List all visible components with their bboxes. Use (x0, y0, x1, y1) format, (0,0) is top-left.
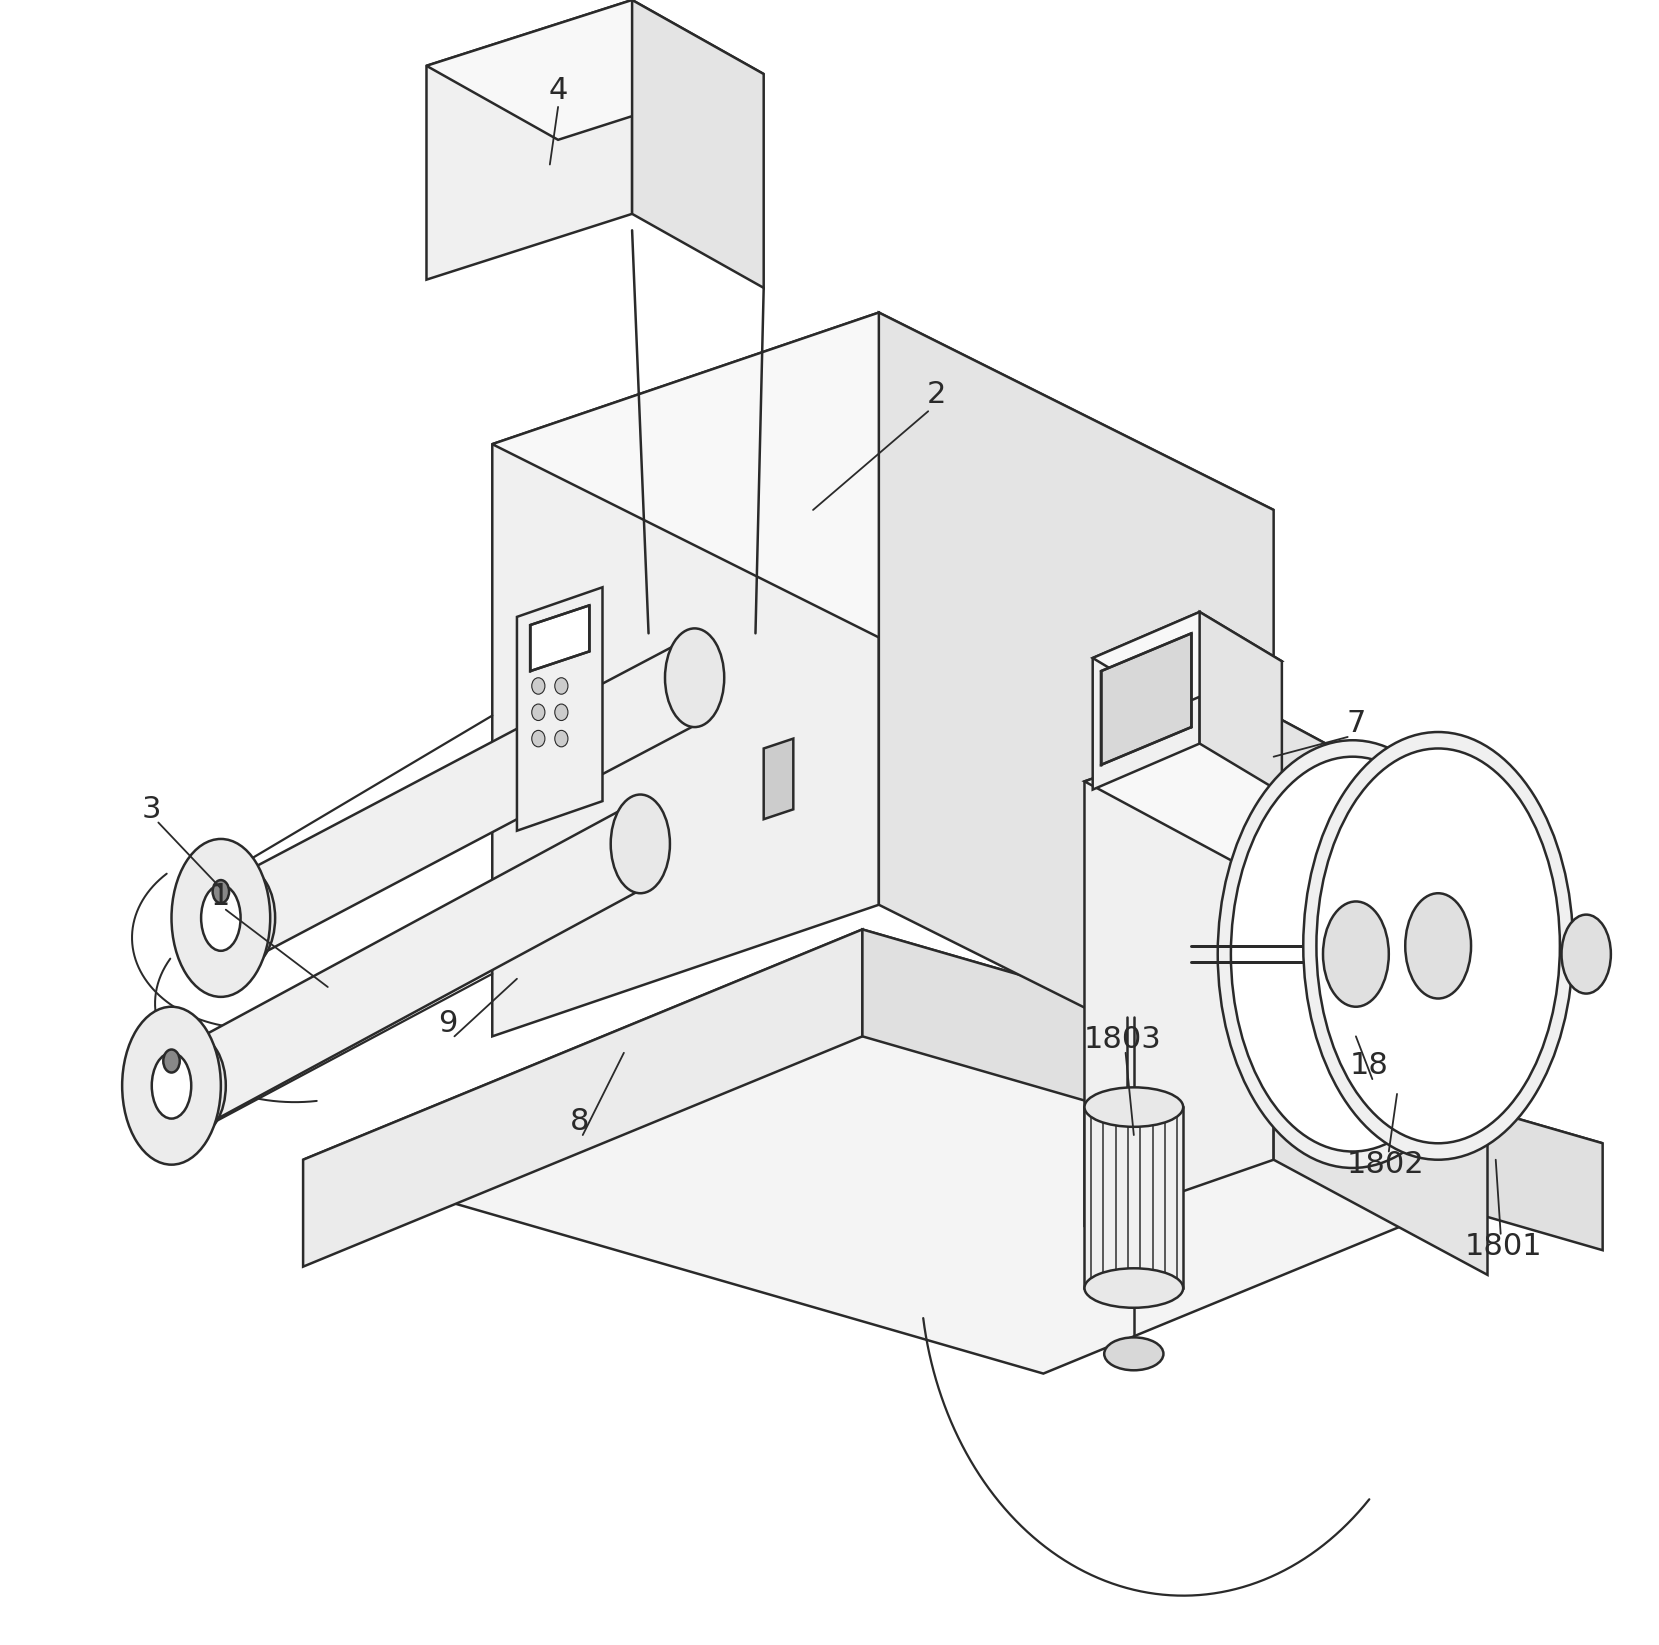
Ellipse shape (1561, 915, 1611, 994)
Ellipse shape (163, 1050, 179, 1073)
Ellipse shape (151, 1053, 191, 1119)
Polygon shape (196, 798, 644, 1130)
Text: 1803: 1803 (1083, 1025, 1161, 1054)
Text: 9: 9 (438, 1008, 458, 1038)
Ellipse shape (554, 704, 567, 721)
Ellipse shape (212, 880, 229, 903)
Ellipse shape (533, 678, 544, 694)
Text: 7: 7 (1345, 709, 1365, 739)
Polygon shape (1199, 612, 1282, 793)
Polygon shape (1085, 1107, 1183, 1288)
Ellipse shape (201, 885, 241, 951)
Text: 4: 4 (549, 76, 567, 105)
Polygon shape (518, 587, 602, 831)
Polygon shape (246, 633, 698, 962)
Polygon shape (763, 739, 793, 819)
Ellipse shape (554, 678, 567, 694)
Polygon shape (493, 313, 879, 1036)
Polygon shape (1085, 716, 1274, 1226)
Text: 2: 2 (927, 380, 946, 410)
Ellipse shape (1322, 901, 1389, 1007)
Polygon shape (493, 313, 1274, 642)
Polygon shape (1085, 716, 1488, 897)
Ellipse shape (1317, 748, 1559, 1143)
Polygon shape (1102, 633, 1191, 765)
Polygon shape (863, 929, 1603, 1250)
Polygon shape (531, 605, 589, 671)
Text: 18: 18 (1350, 1051, 1389, 1081)
Ellipse shape (166, 1036, 226, 1135)
Ellipse shape (171, 839, 270, 997)
Ellipse shape (216, 869, 275, 967)
Ellipse shape (1218, 740, 1488, 1168)
Text: 1: 1 (211, 882, 231, 911)
Polygon shape (426, 0, 763, 140)
Ellipse shape (1085, 1268, 1183, 1308)
Ellipse shape (1405, 893, 1472, 999)
Polygon shape (1093, 612, 1282, 707)
Ellipse shape (533, 704, 544, 721)
Polygon shape (426, 0, 632, 280)
Ellipse shape (554, 730, 567, 747)
Polygon shape (632, 0, 763, 288)
Polygon shape (304, 929, 863, 1267)
Text: 1801: 1801 (1465, 1232, 1543, 1262)
Ellipse shape (123, 1007, 221, 1165)
Ellipse shape (665, 628, 725, 727)
Text: 1802: 1802 (1347, 1150, 1425, 1179)
Ellipse shape (1085, 1087, 1183, 1127)
Polygon shape (879, 313, 1274, 1102)
Polygon shape (304, 929, 1603, 1374)
Text: 3: 3 (143, 795, 161, 824)
Ellipse shape (1105, 1337, 1163, 1370)
Polygon shape (1093, 612, 1199, 790)
Polygon shape (1274, 716, 1488, 1275)
Ellipse shape (611, 795, 670, 893)
Text: 8: 8 (569, 1107, 589, 1137)
Ellipse shape (1304, 732, 1573, 1160)
Ellipse shape (1231, 757, 1475, 1152)
Ellipse shape (533, 730, 544, 747)
